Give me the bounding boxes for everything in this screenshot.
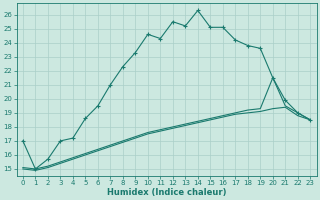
X-axis label: Humidex (Indice chaleur): Humidex (Indice chaleur) [107,188,226,197]
